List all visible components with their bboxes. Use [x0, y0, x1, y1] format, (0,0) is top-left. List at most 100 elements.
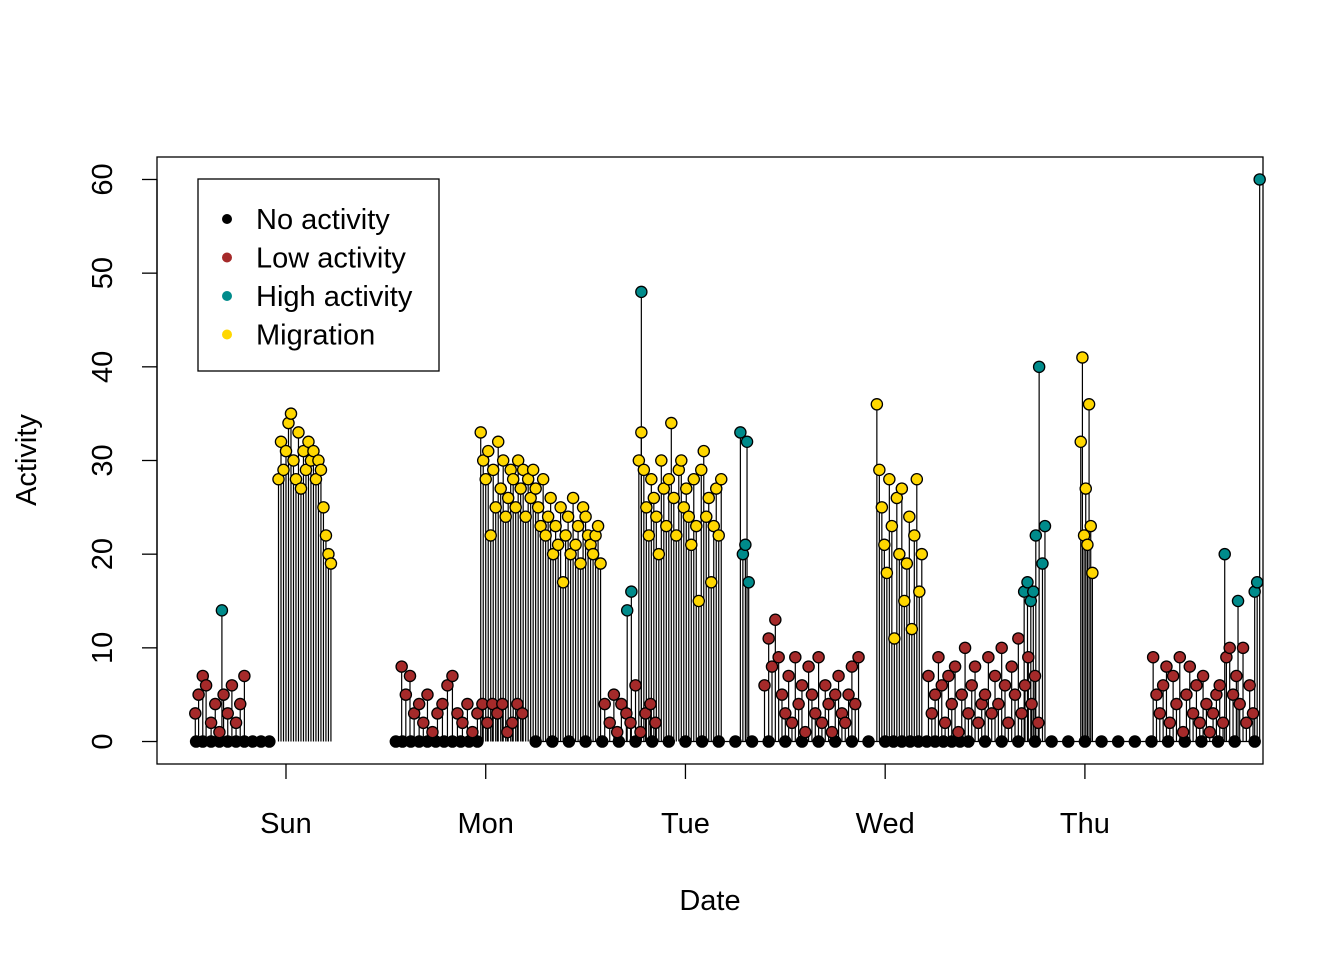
data-point	[634, 725, 647, 739]
data-point	[819, 679, 832, 692]
data-point	[692, 594, 706, 608]
data-point	[832, 669, 845, 683]
data-point	[985, 707, 998, 720]
data-point	[644, 697, 657, 711]
data-point	[842, 688, 855, 701]
data-point	[809, 707, 822, 720]
data-point	[603, 716, 616, 730]
data-point	[734, 426, 747, 439]
data-point	[729, 735, 742, 748]
data-point	[1032, 716, 1045, 730]
data-point	[524, 491, 537, 505]
data-point	[399, 688, 413, 701]
data-point	[1005, 660, 1018, 673]
data-point	[529, 482, 542, 495]
data-point	[745, 735, 759, 748]
data-point	[769, 613, 782, 626]
data-point	[215, 604, 229, 617]
data-point	[229, 716, 243, 730]
data-point	[474, 426, 487, 439]
data-point	[945, 697, 959, 711]
data-point	[873, 463, 886, 477]
data-point	[1018, 679, 1032, 692]
data-point	[1086, 566, 1099, 580]
data-point	[704, 576, 718, 589]
data-point	[1153, 707, 1167, 720]
data-point	[707, 519, 720, 533]
data-point	[697, 444, 711, 458]
data-point	[562, 735, 576, 748]
data-point	[1036, 557, 1049, 570]
data-point	[1025, 697, 1038, 711]
legend-label: High activity	[256, 281, 413, 313]
data-point	[647, 491, 661, 505]
data-point	[640, 501, 653, 514]
legend-label: Low activity	[256, 243, 406, 275]
data-point	[690, 519, 703, 533]
data-point	[1248, 735, 1261, 748]
data-point	[762, 632, 775, 645]
y-axis-label: Activity	[11, 414, 43, 506]
data-point	[870, 398, 884, 411]
data-point	[519, 510, 532, 523]
data-point	[845, 735, 859, 748]
data-point	[645, 472, 658, 486]
data-point	[556, 576, 570, 589]
data-point	[506, 716, 519, 730]
data-point	[1160, 660, 1173, 673]
data-point	[1190, 679, 1203, 692]
data-point	[541, 510, 555, 523]
data-point	[1240, 716, 1253, 730]
data-point	[189, 707, 202, 720]
legend-label: Migration	[256, 320, 375, 352]
x-tick-label: Sun	[260, 808, 312, 840]
y-tick-label: 10	[87, 632, 119, 664]
data-point	[204, 716, 218, 730]
data-point	[426, 725, 439, 739]
data-point	[1170, 697, 1183, 711]
y-tick-label: 40	[87, 351, 119, 383]
data-point	[598, 697, 611, 711]
data-point	[238, 669, 251, 683]
data-point	[1012, 735, 1025, 748]
data-point	[670, 529, 683, 542]
data-point	[274, 435, 288, 449]
data-point	[978, 688, 992, 701]
data-point	[925, 707, 939, 720]
data-point	[501, 725, 514, 739]
legend: No activity Low activity High activity Migr…	[197, 178, 440, 372]
data-point	[610, 725, 624, 739]
data-point	[1095, 735, 1108, 748]
data-point	[1028, 669, 1042, 683]
data-point	[1223, 641, 1236, 655]
data-point	[1008, 688, 1022, 701]
data-point	[695, 463, 708, 477]
data-point	[625, 585, 638, 598]
data-point	[292, 426, 305, 439]
data-point	[878, 538, 891, 552]
data-point	[702, 491, 716, 505]
data-point	[1228, 735, 1241, 748]
data-point	[772, 650, 785, 664]
data-point	[1226, 688, 1240, 701]
data-point	[815, 716, 829, 730]
data-point	[677, 501, 691, 514]
data-point	[594, 557, 607, 570]
data-point	[1218, 547, 1231, 561]
data-point	[620, 604, 634, 617]
data-point	[511, 697, 524, 711]
legend-marker	[222, 214, 232, 224]
data-point	[805, 688, 819, 701]
data-point	[1203, 725, 1216, 739]
data-point	[1022, 650, 1035, 664]
data-point	[962, 735, 975, 748]
data-point	[579, 510, 592, 523]
data-point	[217, 688, 230, 701]
data-point	[1206, 707, 1220, 720]
data-point	[649, 716, 662, 730]
data-point	[795, 679, 809, 692]
data-point	[1076, 351, 1089, 364]
data-point	[476, 454, 490, 467]
data-point	[1029, 529, 1043, 542]
data-point	[952, 725, 965, 739]
